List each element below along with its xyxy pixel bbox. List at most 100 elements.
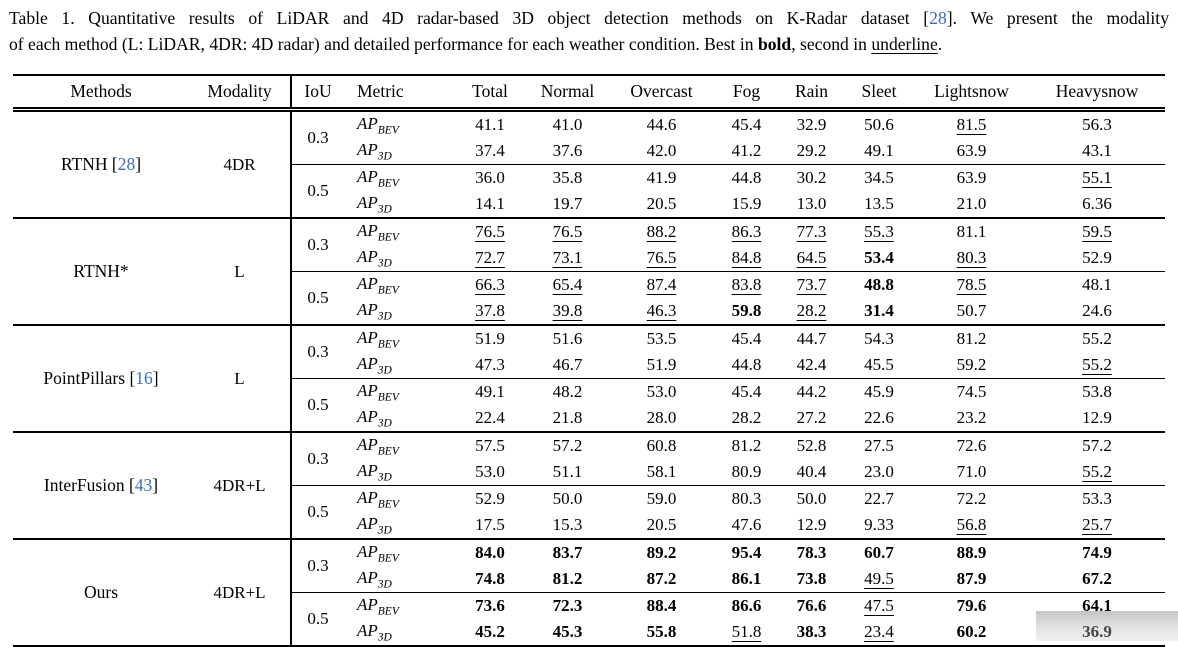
- caption-line-2: of each method (L: LiDAR, 4DR: 4D radar)…: [9, 34, 943, 54]
- value-cell: 81.2: [914, 324, 1029, 352]
- iou-cell: 0.5: [290, 378, 344, 432]
- value-cell: 73.1: [552, 248, 583, 267]
- value-cell: 28.2: [731, 408, 762, 427]
- value-cell: 51.9: [454, 324, 526, 352]
- value-cell: 48.8: [844, 271, 914, 298]
- col-header-methods: Methods: [13, 74, 189, 112]
- table-row: AP3D 47.3 46.7 51.9 44.8 42.4 45.5 59.2 55.2: [13, 352, 1165, 379]
- value-cell: 27.5: [844, 431, 914, 459]
- caption-line-1: Table 1. Quantitative results of LiDAR a…: [9, 8, 1169, 28]
- value-cell: 29.2: [796, 141, 827, 160]
- value-cell: 72.2: [914, 485, 1029, 512]
- citation-link[interactable]: 28: [929, 8, 947, 28]
- value-cell: 28.0: [646, 408, 677, 427]
- table-row: AP3D 22.4 21.8 28.0 28.2 27.2 22.6 23.2 12.9: [13, 405, 1165, 432]
- value-cell: 22.6: [864, 408, 894, 427]
- iou-cell: 0.5: [290, 592, 344, 646]
- metric-label: AP3D: [357, 299, 392, 323]
- table-row: AP3D 14.1 19.7 20.5 15.9 13.0 13.5 21.0 6.36: [13, 191, 1165, 218]
- value-cell: 23.2: [956, 408, 987, 427]
- col-header-fog: Fog: [714, 74, 779, 112]
- metric-label: APBEV: [344, 164, 454, 191]
- table-row: 0.5 APBEV 66.3 65.4 87.4 83.8 73.7 48.8 78.5 48.1: [13, 271, 1165, 325]
- value-cell: 19.7: [552, 194, 583, 213]
- value-cell: 37.4: [475, 141, 505, 160]
- metric-label: AP3D: [357, 406, 392, 430]
- value-cell: 37.8: [475, 301, 505, 320]
- citation-link[interactable]: 43: [134, 475, 153, 495]
- value-cell: 13.0: [796, 194, 827, 213]
- value-cell: 74.9: [1029, 538, 1165, 566]
- method-name: RTNH [28]: [13, 108, 189, 218]
- citation-link[interactable]: 16: [135, 368, 153, 388]
- iou-cell: 0.5: [290, 485, 344, 539]
- col-header-overcast: Overcast: [609, 74, 714, 112]
- value-cell: 81.1: [914, 217, 1029, 245]
- value-cell: 55.2: [1082, 355, 1112, 374]
- metric-label: APBEV: [344, 485, 454, 512]
- value-cell: 64.1: [1029, 592, 1165, 619]
- value-cell: 51.8: [731, 622, 762, 641]
- metric-label: APBEV: [344, 217, 454, 245]
- value-cell: 47.3: [475, 355, 505, 374]
- value-cell: 44.8: [731, 355, 762, 374]
- value-cell: 51.9: [646, 355, 677, 374]
- metric-label: AP3D: [357, 246, 392, 270]
- value-cell: 36.9: [1082, 622, 1112, 641]
- value-cell: 45.4: [714, 324, 779, 352]
- col-header-iou: IoU: [290, 74, 344, 112]
- value-cell: 27.2: [796, 408, 827, 427]
- value-cell: 55.2: [1082, 462, 1112, 481]
- table-row: 0.5 APBEV 73.6 72.3 88.4 86.6 76.6 47.5 79.6 64.1: [13, 592, 1165, 646]
- value-cell: 44.8: [714, 164, 779, 191]
- metric-label: AP3D: [357, 139, 392, 163]
- value-cell: 76.6: [779, 592, 844, 619]
- value-cell: 50.0: [779, 485, 844, 512]
- citation-link[interactable]: 28: [117, 154, 136, 174]
- value-cell: 15.3: [552, 515, 583, 534]
- value-cell: 74.8: [475, 569, 505, 588]
- value-cell: 65.4: [526, 271, 609, 298]
- metric-label: APBEV: [344, 431, 454, 459]
- value-cell: 55.1: [1029, 164, 1165, 191]
- value-cell: 13.5: [864, 194, 894, 213]
- value-cell: 63.9: [914, 164, 1029, 191]
- value-cell: 50.0: [526, 485, 609, 512]
- metric-label: AP3D: [357, 192, 392, 216]
- iou-cell: 0.5: [290, 271, 344, 325]
- metric-label: APBEV: [344, 592, 454, 619]
- metric-label: APBEV: [344, 271, 454, 298]
- method-name: RTNH*: [13, 217, 189, 325]
- value-cell: 86.3: [714, 217, 779, 245]
- value-cell: 86.1: [731, 569, 762, 588]
- table-row: AP3D 37.8 39.8 46.3 59.8 28.2 31.4 50.7 24.6: [13, 298, 1165, 325]
- col-header-rain: Rain: [779, 74, 844, 112]
- col-header-modality: Modality: [189, 74, 291, 112]
- table-row: Ours 4DR+L 0.3 APBEV 84.0 83.7 89.2 95.4 78.3 60.…: [13, 538, 1165, 646]
- value-cell: 21.0: [956, 194, 987, 213]
- value-cell: 59.5: [1029, 217, 1165, 245]
- table-row: AP3D 72.7 73.1 76.5 84.8 64.5 53.4 80.3 52.9: [13, 245, 1165, 272]
- value-cell: 57.5: [454, 431, 526, 459]
- value-cell: 64.5: [796, 248, 827, 267]
- col-header-sleet: Sleet: [844, 74, 914, 112]
- value-cell: 74.5: [914, 378, 1029, 405]
- table-row: 0.5 APBEV 49.1 48.2 53.0 45.4 44.2 45.9 74.5 53.8: [13, 378, 1165, 432]
- value-cell: 44.6: [609, 108, 714, 138]
- value-cell: 55.3: [844, 217, 914, 245]
- modality-cell: 4DR+L: [189, 538, 291, 646]
- table-caption: Table 1. Quantitative results of LiDAR a…: [9, 5, 1169, 57]
- caption-emphasis: underline: [871, 34, 938, 54]
- value-cell: 39.8: [552, 301, 583, 320]
- value-cell: 15.9: [731, 194, 762, 213]
- value-cell: 56.3: [1029, 108, 1165, 138]
- results-table: Methods Modality IoU Metric Total Normal Overc…: [13, 74, 1165, 647]
- value-cell: 60.7: [844, 538, 914, 566]
- value-cell: 42.0: [646, 141, 677, 160]
- value-cell: 23.4: [864, 622, 894, 641]
- value-cell: 49.1: [864, 141, 894, 160]
- value-cell: 35.8: [526, 164, 609, 191]
- value-cell: 43.1: [1082, 141, 1112, 160]
- modality-cell: L: [189, 217, 291, 325]
- value-cell: 72.3: [526, 592, 609, 619]
